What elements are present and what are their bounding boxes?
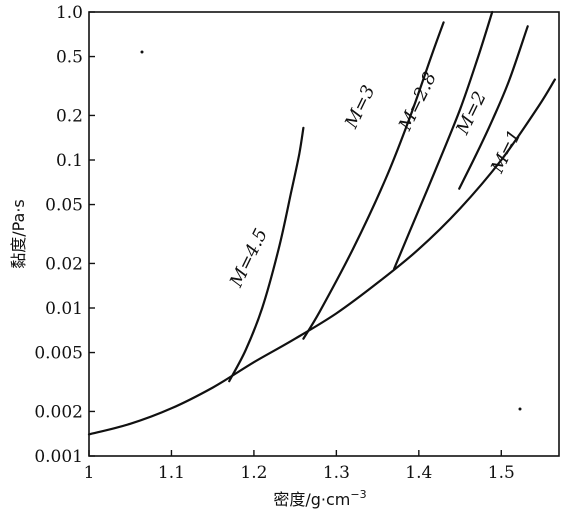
curve-m-3	[302, 21, 445, 340]
curve-m-2	[458, 25, 529, 190]
y-axis-label: 黏度/Pa·s	[9, 199, 28, 269]
x-axis-label-superscript: −3	[350, 488, 366, 501]
curve-m-1	[87, 78, 556, 436]
y-tick-label: 1.0	[56, 3, 83, 23]
y-axis-ticks: 0.001 0.002 0.005 0.01 0.02 0.05 0.1 0.2 0.5 1.0	[34, 3, 95, 467]
curve-label-m-1: M=1	[487, 127, 526, 178]
curve-label-m-2-8: M=2.8	[394, 69, 441, 135]
curve-label-m-3: M=3	[341, 82, 380, 133]
plot-frame	[88, 11, 560, 457]
curve-group	[87, 10, 556, 436]
x-axis-label-main: 密度/g·cm	[273, 490, 350, 509]
curve-m-4-5	[228, 126, 305, 383]
x-tick-label: 1	[84, 463, 95, 483]
curve-label-m-4-5: M=4.5	[225, 225, 272, 291]
speck-dot	[140, 50, 144, 54]
y-tick-label: 0.2	[56, 106, 83, 126]
y-tick-label: 0.1	[56, 151, 83, 171]
speck-dot	[518, 407, 522, 411]
x-tick-label: 1.2	[240, 463, 267, 483]
x-tick-label: 1.1	[158, 463, 185, 483]
x-axis-label: 密度/g·cm−3	[273, 488, 366, 509]
y-tick-label: 0.005	[34, 344, 83, 364]
x-tick-label: 1.4	[405, 463, 432, 483]
curve-m-2-8	[393, 10, 494, 270]
y-tick-label: 0.5	[56, 48, 83, 68]
x-tick-label: 1.5	[488, 463, 515, 483]
y-tick-label: 0.01	[45, 299, 83, 319]
y-tick-label: 0.02	[45, 254, 83, 274]
y-tick-label: 0.001	[34, 447, 83, 467]
y-tick-label: 0.05	[45, 196, 83, 216]
x-axis-ticks: 1 1.1 1.2 1.3 1.4 1.5	[84, 450, 515, 483]
curve-label-group: M=1M=2M=2.8M=3M=4.5	[225, 69, 525, 292]
x-tick-label: 1.3	[323, 463, 350, 483]
y-tick-label: 0.002	[34, 402, 83, 422]
